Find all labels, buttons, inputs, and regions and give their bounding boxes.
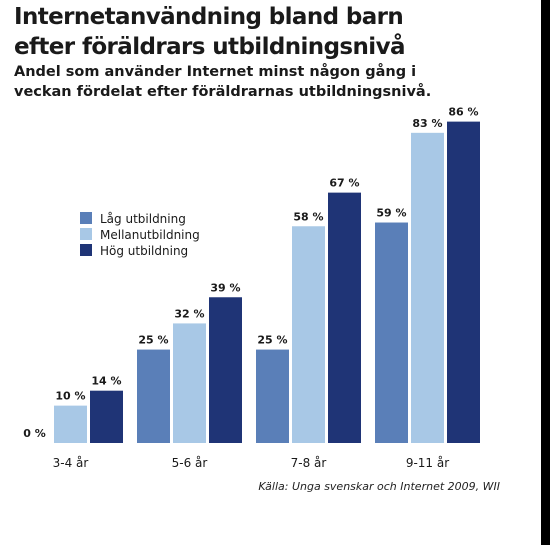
category-label: 5-6 år — [172, 456, 208, 470]
bar — [137, 349, 170, 443]
bar — [292, 226, 325, 443]
legend-swatch — [80, 244, 92, 256]
legend-label: Hög utbildning — [100, 244, 188, 258]
bar — [256, 349, 289, 443]
category-label: 9-11 år — [406, 456, 449, 470]
data-label: 32 % — [174, 307, 204, 320]
subtitle-line-2: veckan fördelat efter föräldrarnas utbil… — [14, 84, 432, 100]
data-label: 25 % — [257, 334, 287, 347]
title-line-2: efter föräldrars utbildningsnivå — [14, 34, 406, 60]
bar — [375, 222, 408, 443]
data-label: 58 % — [293, 210, 323, 223]
chart-subtitle: Andel som använder Internet minst någon … — [14, 62, 534, 102]
title-line-1: Internetanvändning bland barn — [14, 4, 404, 30]
data-label: 10 % — [55, 390, 85, 403]
data-label: 59 % — [376, 207, 406, 220]
bar — [328, 192, 361, 443]
legend-swatch — [80, 228, 92, 240]
data-label: 83 % — [412, 117, 442, 130]
legend-label: Låg utbildning — [100, 212, 186, 226]
bar — [173, 323, 206, 443]
data-label: 39 % — [210, 281, 240, 294]
data-label: 86 % — [448, 106, 478, 119]
data-label: 0 % — [23, 427, 46, 440]
legend-swatch — [80, 212, 92, 224]
data-label: 25 % — [138, 334, 168, 347]
bar — [54, 405, 87, 443]
data-label: 14 % — [91, 375, 121, 388]
category-label: 3-4 år — [53, 456, 89, 470]
data-label: 67 % — [329, 177, 359, 190]
right-edge-bar — [541, 0, 550, 545]
bar — [411, 132, 444, 444]
bar — [447, 121, 480, 444]
source-note: Källa: Unga svenskar och Internet 2009, … — [258, 480, 500, 493]
legend-label: Mellanutbildning — [100, 228, 200, 242]
bar — [209, 297, 242, 443]
category-label: 7-8 år — [291, 456, 327, 470]
page-title: Internetanvändning bland barn efter förä… — [14, 2, 534, 62]
bar — [90, 390, 123, 443]
subtitle-line-1: Andel som använder Internet minst någon … — [14, 64, 417, 80]
